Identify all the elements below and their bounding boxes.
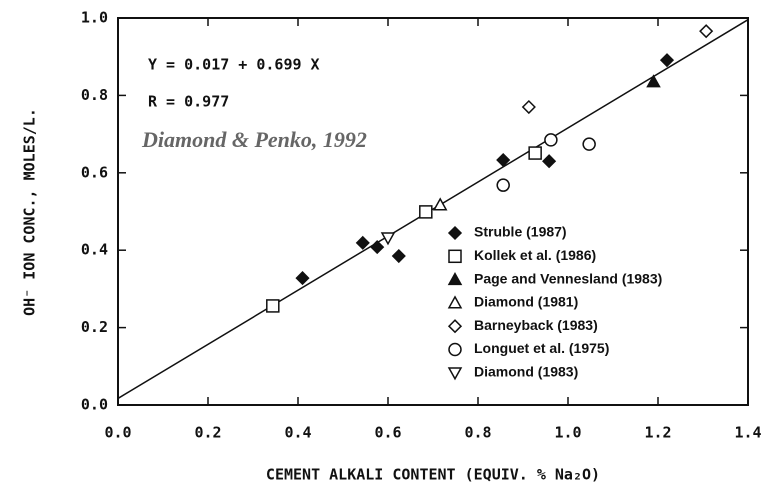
point [432,197,448,211]
y-tick-label: 0.0 [81,396,108,414]
point [528,146,542,160]
point [496,152,511,168]
legend-marker [447,225,463,241]
y-tick-label: 0.8 [81,86,108,104]
point [391,248,406,264]
point [370,240,385,255]
x-tick-label: 1.0 [554,424,581,442]
legend-label: Diamond (1981) [474,294,578,310]
legend-label: Kollek et al. (1986) [474,247,596,263]
y-axis-label: OH⁻ ION CONC., MOLES/L. [21,108,39,316]
regression-line [117,19,749,400]
legend-marker [447,319,463,334]
point [521,99,536,115]
point [419,205,433,219]
y-tick-label: 1.0 [81,9,108,27]
point [659,53,675,68]
x-tick-label: 1.4 [734,424,761,442]
point [266,299,280,313]
legend-marker [448,342,462,357]
point [544,133,558,147]
legend-marker [448,249,462,264]
x-tick-label: 0.6 [374,424,401,442]
legend-label: Struble (1987) [474,224,567,240]
legend-marker [447,295,463,309]
x-tick-label: 0.8 [464,424,491,442]
y-tick-label: 0.6 [81,163,108,181]
legend-marker [447,367,463,381]
point [646,74,661,88]
point [295,271,310,286]
y-tick-label: 0.4 [81,241,108,259]
r-value: R = 0.977 [148,93,229,111]
legend-label: Diamond (1983) [474,364,578,380]
y-tick-label: 0.2 [81,318,108,336]
point [542,154,557,169]
point [380,232,396,246]
point [582,137,596,151]
credit: Diamond & Penko, 1992 [141,127,367,152]
legend-label: Page and Vennesland (1983) [474,270,662,286]
point [496,178,510,192]
x-tick-label: 0.0 [104,424,131,442]
legend-label: Longuet et al. (1975) [474,340,609,356]
point [699,24,714,39]
point [355,235,370,250]
x-tick-label: 1.2 [644,424,671,442]
legend-marker [447,272,463,286]
equation: Y = 0.017 + 0.699 X [148,56,320,74]
plot-frame [117,17,749,406]
x-axis-label: CEMENT ALKALI CONTENT (EQUIV. % Na₂O) [266,466,600,484]
x-tick-label: 0.4 [284,424,311,442]
x-tick-label: 0.2 [194,424,221,442]
legend-label: Barneyback (1983) [474,317,598,333]
